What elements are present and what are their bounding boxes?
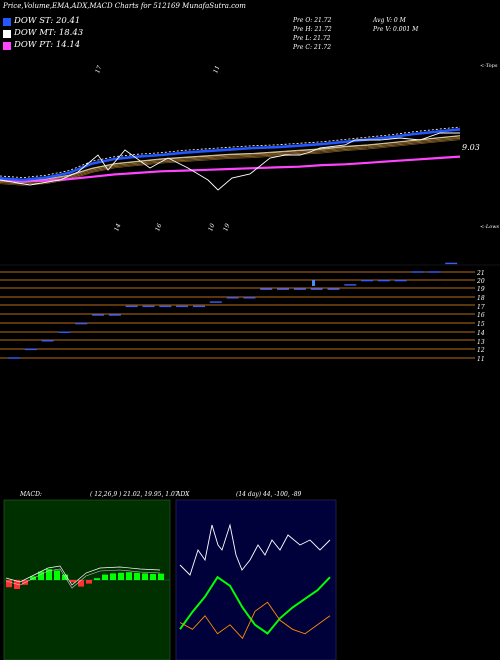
macd-bar xyxy=(70,580,76,583)
ema-band-line xyxy=(0,138,461,185)
macd-bar xyxy=(142,573,148,580)
last-price-label: 9.03 xyxy=(462,143,480,152)
legend-pt: DOW PT: 14.14 xyxy=(14,40,81,50)
macd-bar xyxy=(78,580,84,587)
level-label-17: 17 xyxy=(477,304,485,311)
macd-signal-line xyxy=(5,568,161,589)
macd-bar xyxy=(134,572,140,580)
ema-band-line xyxy=(0,136,461,184)
macd-bar xyxy=(118,572,124,580)
minus-di-line xyxy=(179,523,331,576)
adx-panel xyxy=(175,499,337,660)
macd-bar xyxy=(150,574,156,580)
macd-bar xyxy=(46,569,52,580)
ohlc-low: Pre L: 21.72 xyxy=(293,35,331,42)
ohlc-close: Pre C: 21.72 xyxy=(293,44,332,51)
ema-band-line xyxy=(0,135,461,183)
adx-label: ADX xyxy=(176,491,190,498)
ema-pt-line xyxy=(0,155,461,183)
macd-line xyxy=(5,565,161,586)
legend-swatch-mt xyxy=(3,30,11,38)
chart-title: Price,Volume,EMA,ADX,MACD Charts for 512… xyxy=(3,2,246,10)
macd-bar xyxy=(158,573,164,580)
macd-bar xyxy=(94,578,100,580)
ohlc-high: Pre H: 21.72 xyxy=(293,26,332,33)
ohlc-open: Pre O: 21.72 xyxy=(293,17,332,24)
level-label-15: 15 xyxy=(477,321,485,328)
macd-bar xyxy=(54,570,60,580)
level-label-13: 13 xyxy=(477,339,485,346)
macd-bar xyxy=(14,580,20,589)
macd-label: MACD: xyxy=(20,491,42,498)
plus-di-line xyxy=(179,601,331,640)
macd-bar xyxy=(86,580,92,584)
level-label-20: 20 xyxy=(477,278,485,285)
legend-swatch-pt xyxy=(3,42,11,50)
legend-mt: DOW MT: 18.43 xyxy=(14,28,84,38)
macd-bar xyxy=(110,573,116,580)
level-label-16: 16 xyxy=(477,312,485,319)
level-label-19: 19 xyxy=(477,286,485,293)
level-label-12: 12 xyxy=(477,347,485,354)
legend-swatch-st xyxy=(3,18,11,26)
macd-params: ( 12,26,9 ) 21.02, 19.95, 1.07 xyxy=(90,491,179,498)
current-marker xyxy=(312,280,315,286)
macd-bar xyxy=(126,572,132,580)
price-line xyxy=(0,132,460,191)
adx-line xyxy=(179,575,331,635)
level-label-18: 18 xyxy=(477,295,485,302)
tops-label: <-Tops xyxy=(480,63,498,69)
legend-st: DOW ST: 20.41 xyxy=(14,16,81,26)
adx-params: (14 day) 44, -100, -89 xyxy=(236,491,302,498)
level-label-21: 21 xyxy=(477,270,485,277)
macd-bar xyxy=(102,574,108,580)
ema-dotted-line xyxy=(0,126,461,179)
macd-bar xyxy=(6,580,12,588)
avg-volume: Avg V: 0 M xyxy=(373,17,406,24)
pre-volume: Pre V: 0.001 M xyxy=(373,26,419,33)
level-label-14: 14 xyxy=(477,330,485,337)
ema-st-line xyxy=(0,128,461,182)
level-label-11: 11 xyxy=(477,356,485,363)
lows-label: <-Lows xyxy=(480,224,500,230)
macd-bar xyxy=(38,571,44,580)
